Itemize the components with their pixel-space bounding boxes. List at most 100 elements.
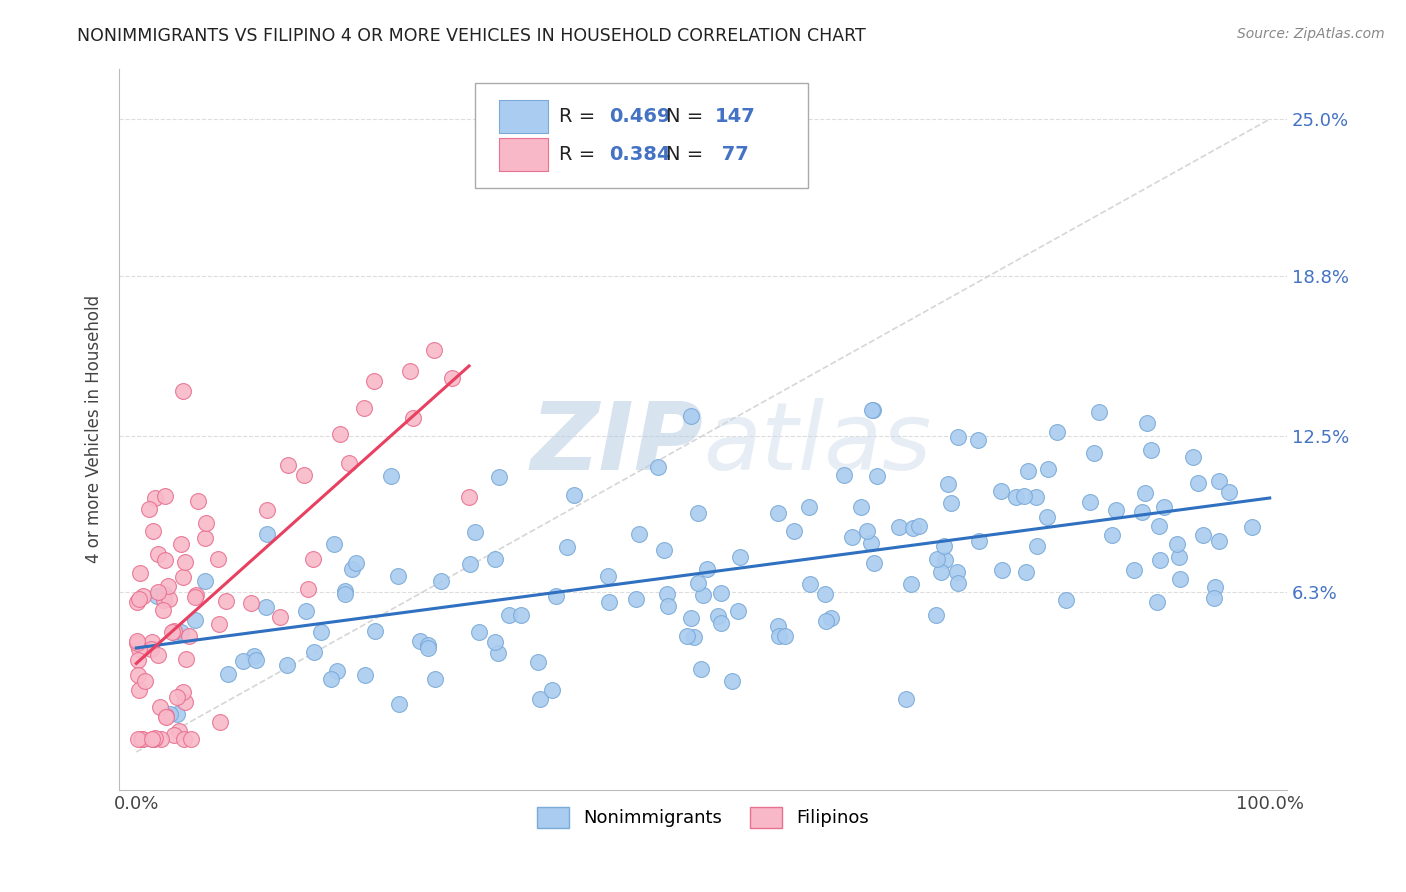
- Point: [208, 715, 231, 730]
- Point: [141, 732, 163, 747]
- Point: [173, 731, 195, 746]
- Point: [416, 638, 439, 652]
- Text: 0.469: 0.469: [610, 107, 671, 126]
- Point: [1101, 528, 1123, 542]
- Point: [170, 536, 193, 550]
- Point: [797, 500, 820, 514]
- Point: [1133, 485, 1156, 500]
- Point: [142, 732, 165, 747]
- Point: [657, 599, 679, 614]
- Point: [387, 569, 409, 583]
- Text: N =: N =: [665, 107, 709, 126]
- Point: [903, 521, 925, 535]
- Point: [862, 556, 884, 570]
- Point: [157, 591, 180, 606]
- Point: [184, 588, 207, 602]
- Point: [894, 691, 917, 706]
- Point: [488, 469, 510, 483]
- Point: [813, 587, 835, 601]
- Point: [710, 615, 733, 630]
- Point: [709, 586, 731, 600]
- Point: [194, 516, 217, 531]
- Point: [132, 589, 155, 603]
- Point: [146, 589, 169, 603]
- Point: [969, 533, 991, 548]
- Point: [150, 732, 173, 747]
- Point: [353, 401, 375, 416]
- Point: [484, 635, 506, 649]
- Point: [458, 491, 481, 505]
- Point: [142, 732, 165, 747]
- Point: [380, 469, 402, 483]
- Point: [302, 552, 325, 566]
- Point: [1167, 550, 1189, 565]
- Point: [941, 496, 963, 510]
- Point: [925, 608, 948, 623]
- Point: [686, 506, 709, 520]
- Point: [326, 664, 349, 678]
- Point: [927, 551, 949, 566]
- Point: [127, 595, 149, 609]
- Point: [1202, 591, 1225, 605]
- Point: [134, 673, 156, 688]
- Point: [727, 604, 749, 618]
- Point: [945, 565, 967, 579]
- Point: [990, 562, 1012, 576]
- Point: [148, 648, 170, 662]
- Point: [1140, 443, 1163, 458]
- Point: [766, 506, 789, 520]
- Point: [145, 731, 167, 745]
- Point: [167, 723, 190, 738]
- Point: [1136, 416, 1159, 430]
- Point: [598, 594, 620, 608]
- Point: [292, 468, 315, 483]
- Point: [936, 477, 959, 491]
- Point: [721, 673, 744, 688]
- Point: [416, 640, 439, 655]
- Point: [1045, 425, 1067, 439]
- Point: [163, 624, 186, 639]
- Point: [529, 691, 551, 706]
- Point: [163, 728, 186, 742]
- Point: [156, 579, 179, 593]
- Point: [138, 502, 160, 516]
- Point: [1105, 503, 1128, 517]
- Point: [782, 524, 804, 539]
- Point: [934, 553, 956, 567]
- Point: [309, 624, 332, 639]
- Point: [1208, 534, 1230, 549]
- Point: [681, 611, 703, 625]
- Point: [624, 592, 647, 607]
- Point: [458, 557, 481, 571]
- Point: [256, 502, 278, 516]
- Point: [256, 527, 278, 541]
- Point: [655, 586, 678, 600]
- Point: [799, 576, 821, 591]
- Point: [131, 732, 153, 747]
- Point: [1191, 528, 1213, 542]
- Point: [155, 710, 177, 724]
- Point: [1146, 595, 1168, 609]
- Point: [1123, 563, 1146, 577]
- Legend: Nonimmigrants, Filipinos: Nonimmigrants, Filipinos: [530, 800, 876, 835]
- Point: [851, 500, 873, 514]
- Text: 77: 77: [714, 145, 748, 164]
- Point: [682, 630, 704, 644]
- Point: [929, 565, 952, 579]
- Point: [430, 574, 453, 588]
- Point: [402, 410, 425, 425]
- Point: [1005, 490, 1028, 504]
- Point: [153, 593, 176, 607]
- Point: [127, 633, 149, 648]
- Point: [423, 673, 446, 687]
- Point: [323, 537, 346, 551]
- Point: [889, 520, 911, 534]
- Point: [1054, 592, 1077, 607]
- Text: 0.384: 0.384: [610, 145, 671, 164]
- Point: [627, 527, 650, 541]
- Text: R =: R =: [560, 145, 602, 164]
- Point: [166, 690, 188, 704]
- Point: [159, 706, 181, 721]
- Point: [340, 561, 363, 575]
- Point: [562, 487, 585, 501]
